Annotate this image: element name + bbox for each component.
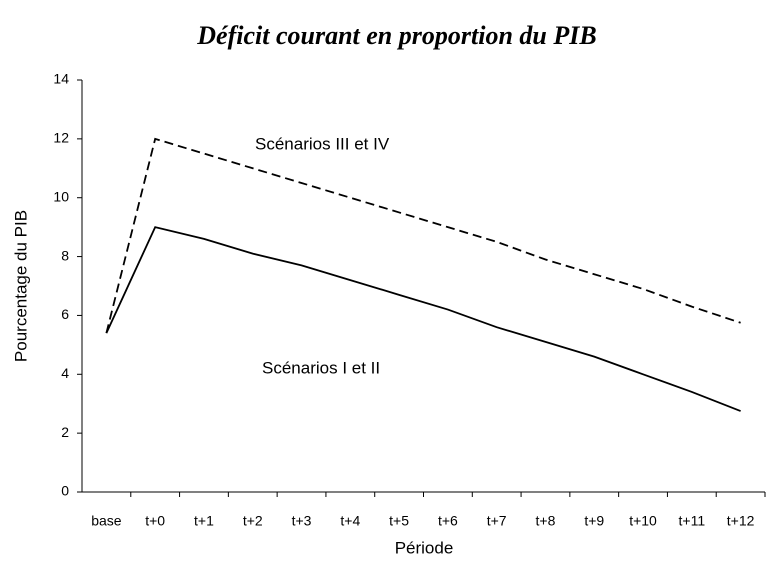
y-tick-label: 8: [61, 247, 69, 263]
y-tick-label: 12: [53, 130, 69, 146]
x-tick-label: t+7: [487, 513, 507, 529]
y-tick-label: 6: [61, 306, 69, 322]
x-tick-label: t+2: [243, 513, 263, 529]
x-tick-label: t+4: [340, 513, 360, 529]
x-tick-label: t+3: [292, 513, 312, 529]
y-tick-label: 10: [53, 188, 69, 204]
x-tick-label: t+10: [629, 513, 657, 529]
series-line: [105, 137, 741, 334]
x-tick-label: t+6: [438, 513, 458, 529]
series-label: Scénarios III et IV: [255, 134, 390, 153]
y-axis-label: Pourcentage du PIB: [11, 210, 30, 362]
x-axis-label: Période: [395, 538, 454, 557]
x-tick-label: t+12: [727, 513, 755, 529]
x-tick-label: t+9: [584, 513, 604, 529]
series-label: Scénarios I et II: [262, 358, 380, 377]
x-tick-label: t+11: [679, 513, 706, 529]
x-tick-label: t+0: [145, 513, 165, 529]
series-line: [105, 226, 741, 412]
x-tick-label: t+1: [194, 513, 214, 529]
y-tick-label: 4: [61, 365, 69, 381]
chart-title: Déficit courant en proportion du PIB: [196, 21, 596, 50]
x-tick-label: t+5: [389, 513, 409, 529]
y-tick-label: 0: [61, 483, 69, 499]
x-tick-label: t+8: [536, 513, 556, 529]
y-tick-label: 2: [61, 424, 69, 440]
x-tick-label: base: [91, 513, 122, 529]
y-tick-label: 14: [53, 71, 69, 87]
